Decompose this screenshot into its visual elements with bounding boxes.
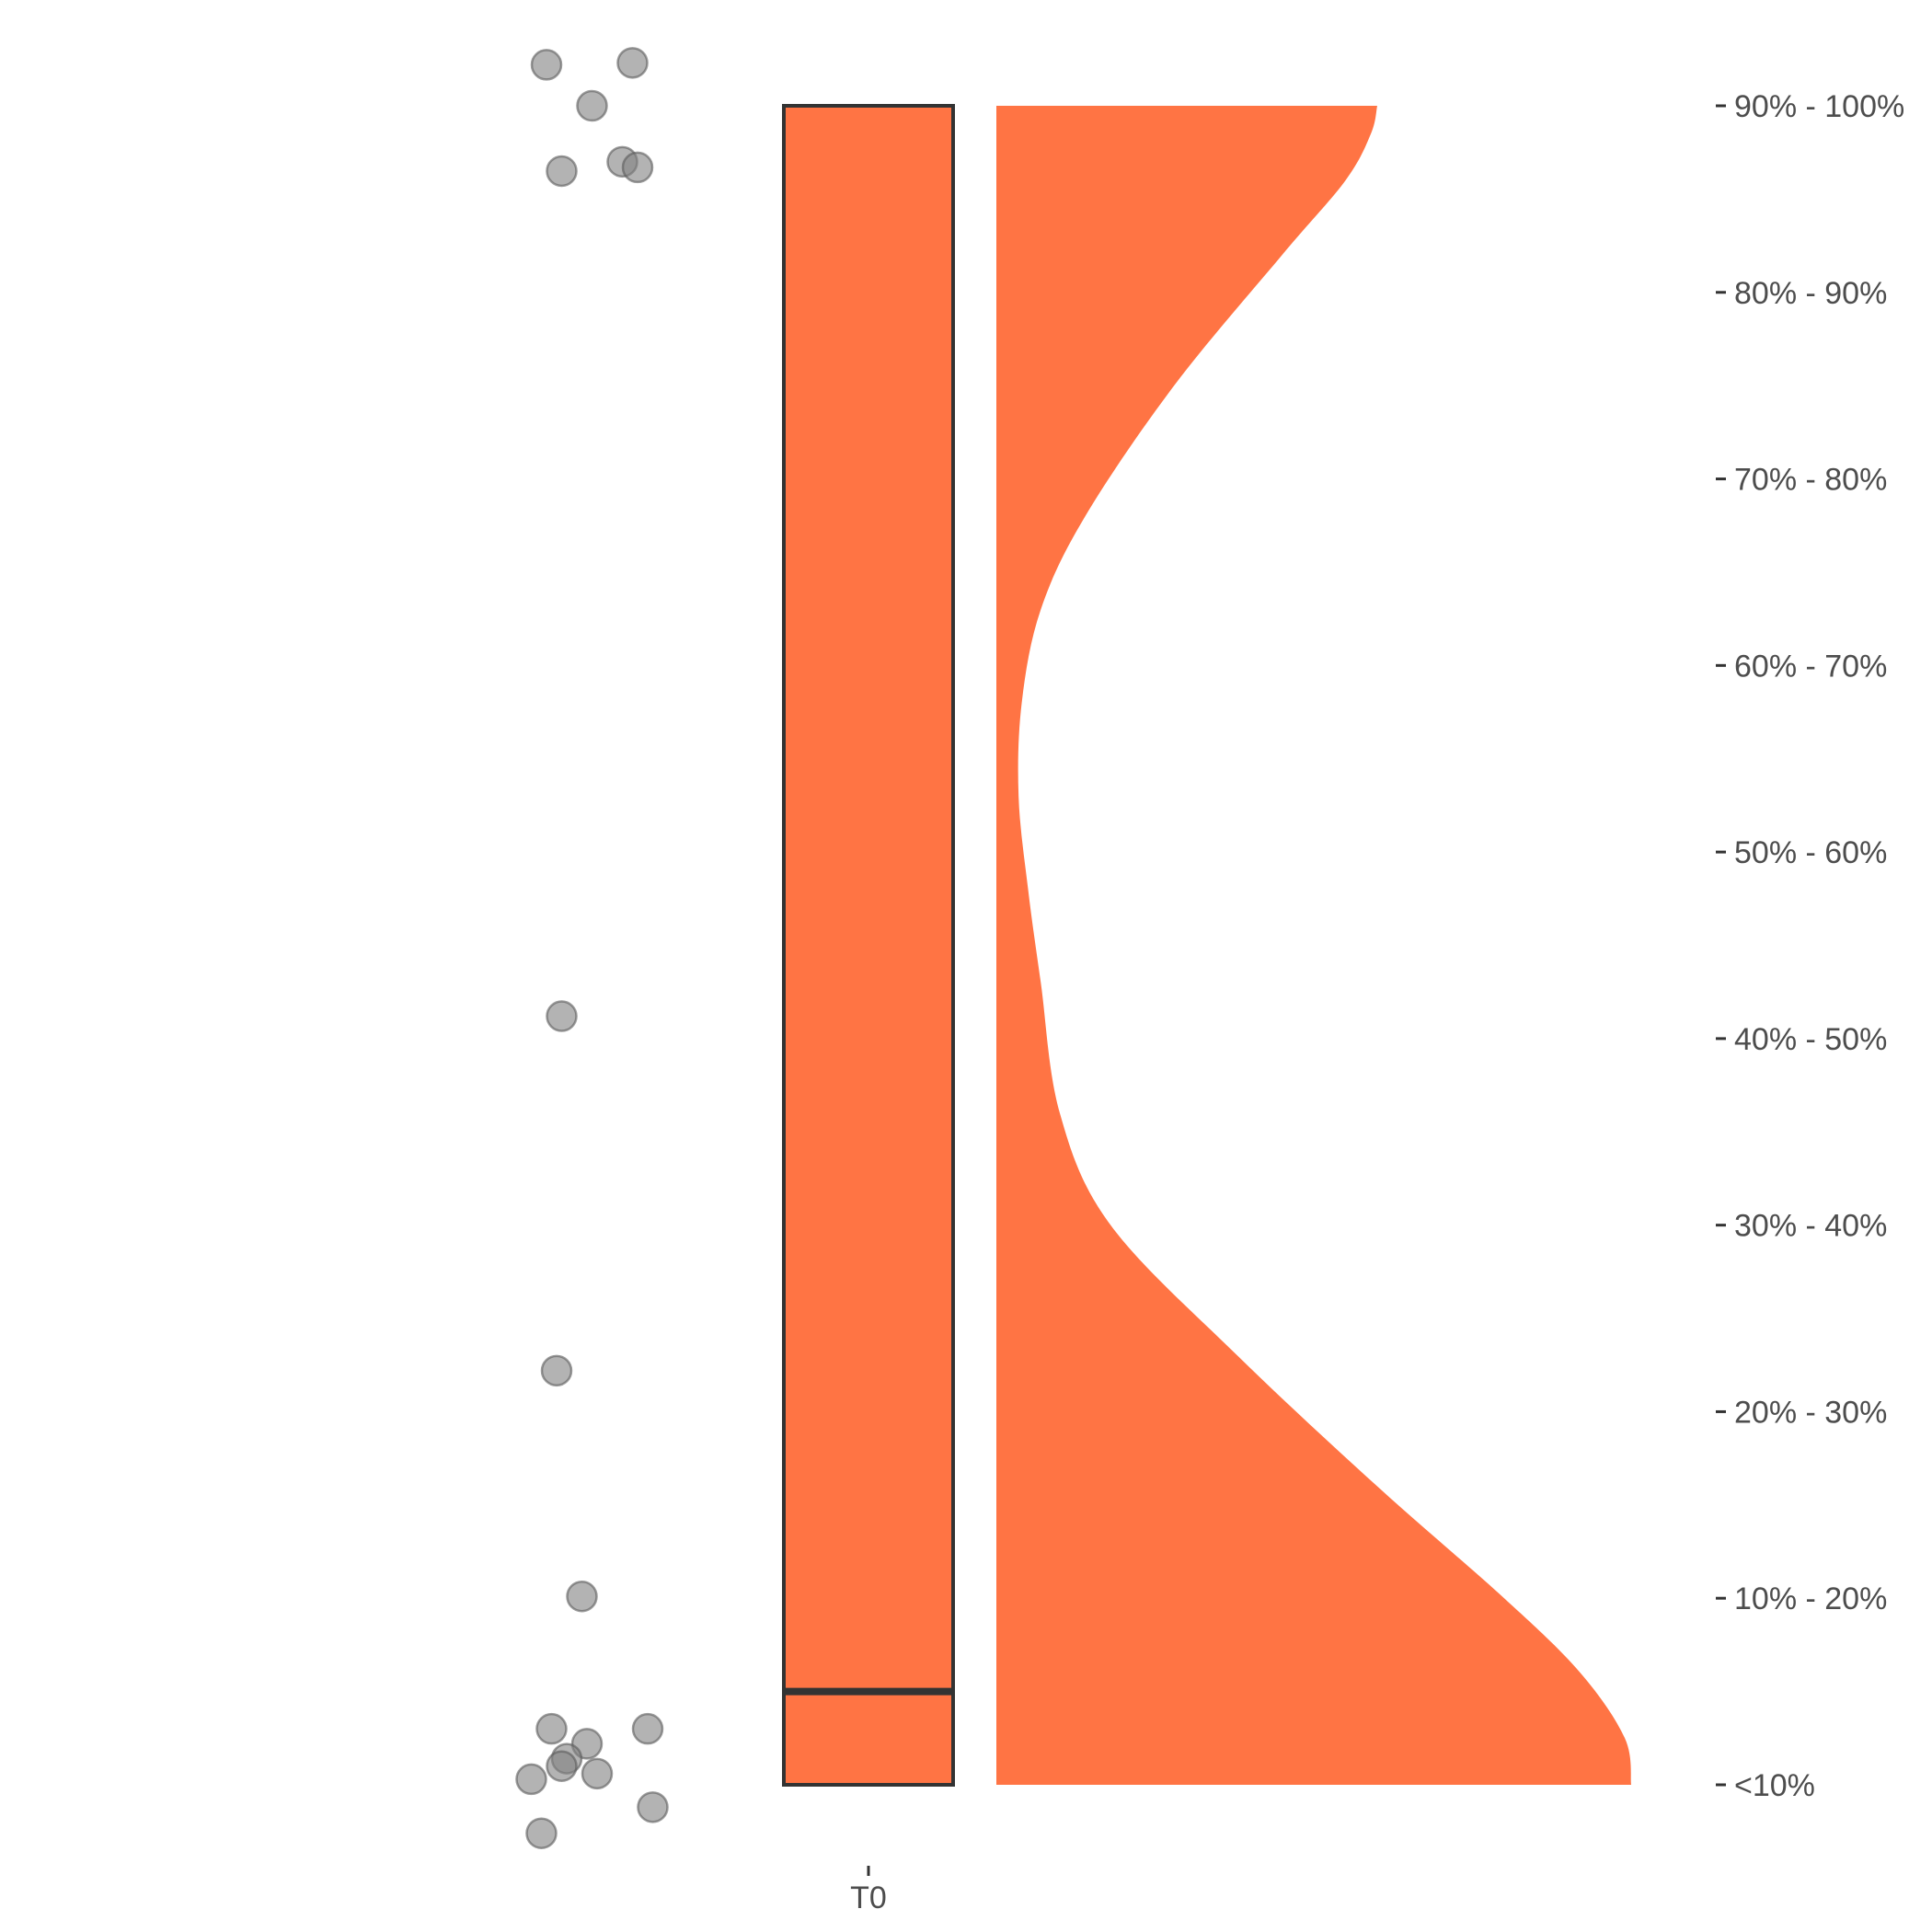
jitter-points: [515, 47, 669, 1849]
y-tick-label-1: 10% - 20%: [1734, 1581, 1887, 1616]
y-tick-label-5: 50% - 60%: [1734, 835, 1887, 870]
y-tick-label-2: 20% - 30%: [1734, 1395, 1887, 1430]
data-point-5: [621, 151, 654, 184]
data-point-14: [515, 1763, 547, 1796]
data-point-16: [637, 1791, 669, 1823]
y-tick-label-7: 70% - 80%: [1734, 463, 1887, 498]
data-point-1: [616, 47, 649, 79]
data-point-8: [566, 1580, 598, 1613]
data-point-4: [546, 155, 578, 188]
data-point-15: [581, 1757, 614, 1790]
data-point-0: [530, 49, 563, 81]
x-axis: T0: [850, 1866, 887, 1915]
x-tick-label-0: T0: [850, 1880, 887, 1915]
box-T0: [782, 104, 955, 1787]
data-point-10: [631, 1712, 664, 1745]
data-point-13: [546, 1750, 578, 1782]
data-point-7: [540, 1354, 573, 1387]
density-T0: [996, 106, 1631, 1785]
data-point-9: [535, 1712, 568, 1745]
y-tick-label-0: <10%: [1734, 1768, 1815, 1803]
y-tick-label-8: 80% - 90%: [1734, 276, 1887, 311]
data-point-2: [576, 89, 608, 122]
data-point-6: [546, 1000, 578, 1032]
data-point-17: [525, 1817, 558, 1849]
boxplot: [782, 104, 955, 1787]
y-tick-label-4: 40% - 50%: [1734, 1022, 1887, 1057]
y-axis: <10% 10% - 20% 20% - 30% 30% - 40% 40% - 50%…: [1716, 89, 1904, 1803]
density-half-violin: [996, 106, 1631, 1785]
y-tick-label-6: 60% - 70%: [1734, 649, 1887, 684]
y-tick-label-9: 90% - 100%: [1734, 89, 1904, 124]
y-tick-label-3: 30% - 40%: [1734, 1209, 1887, 1244]
